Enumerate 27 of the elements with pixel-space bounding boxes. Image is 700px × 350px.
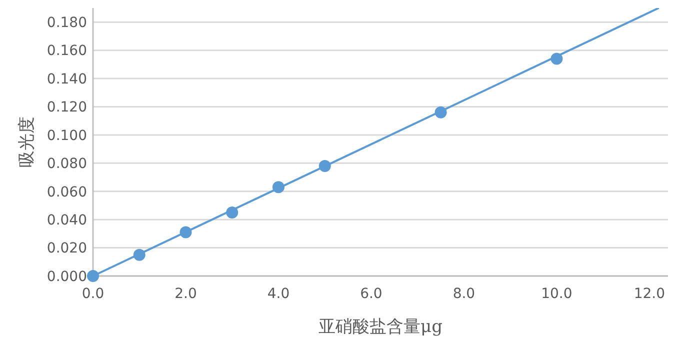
y-tick-label: 0.020 xyxy=(46,240,87,257)
x-tick-label: 12.0 xyxy=(634,286,666,302)
point xyxy=(434,106,447,118)
y-tick-label: 0.000 xyxy=(46,268,87,285)
y-tick-label: 0.120 xyxy=(46,100,87,116)
x-tick-label: 10.0 xyxy=(541,286,572,302)
y-tick-label: 0.060 xyxy=(46,184,87,200)
x-axis-title: 亚硝酸盐含量μg xyxy=(318,317,443,337)
y-tick-label: 0.140 xyxy=(46,71,87,88)
x-tick-label: 2.0 xyxy=(174,286,197,302)
y-tick-label: 0.180 xyxy=(46,15,87,32)
x-tick-label: 0.0 xyxy=(82,286,104,302)
y-axis-title: 吸光度 xyxy=(17,116,37,168)
point xyxy=(133,248,146,261)
y-tick-label: 0.080 xyxy=(46,156,87,172)
point xyxy=(550,52,563,65)
x-tick-label: 8.0 xyxy=(452,286,476,302)
point xyxy=(226,206,238,219)
y-tick-label: 0.160 xyxy=(46,43,87,60)
y-tick-label: 0.100 xyxy=(46,128,87,144)
point xyxy=(272,181,284,194)
point xyxy=(87,270,99,282)
point xyxy=(318,160,331,172)
point xyxy=(180,226,192,238)
y-tick-label: 0.040 xyxy=(46,212,87,228)
x-tick-label: 4.0 xyxy=(267,286,290,302)
x-tick-label: 6.0 xyxy=(360,286,382,302)
